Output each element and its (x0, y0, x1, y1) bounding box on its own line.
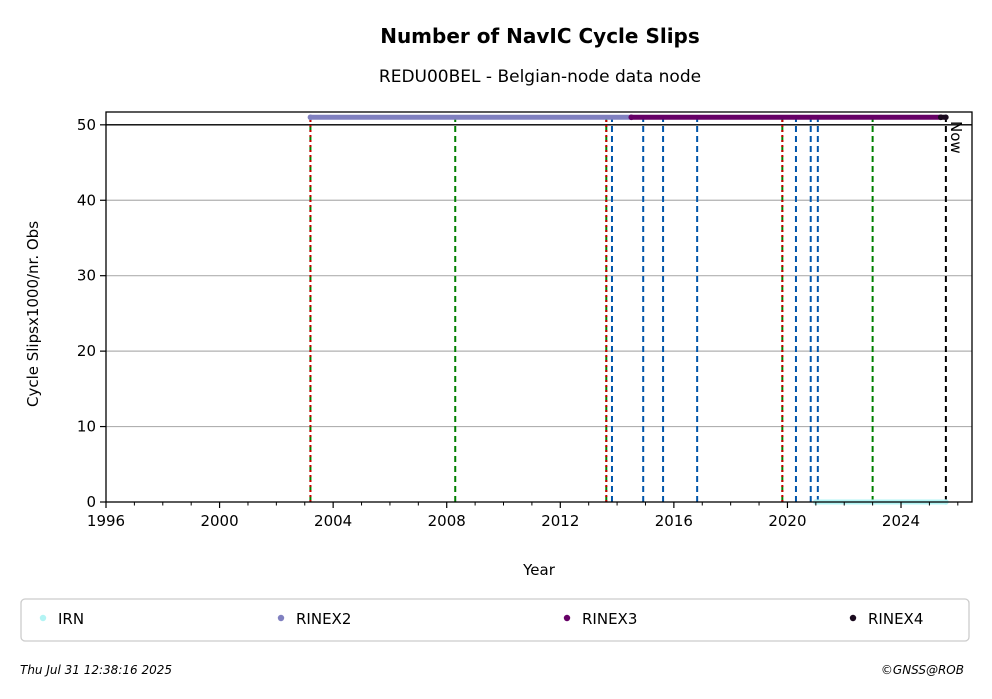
legend-marker (849, 614, 857, 622)
x-tick-label: 2004 (314, 512, 352, 530)
legend-marker (277, 614, 285, 622)
footer-credit: ©GNSS@ROB (881, 663, 964, 677)
legend-label: RINEX4 (868, 610, 923, 628)
series-point (943, 114, 949, 121)
legend-label: RINEX3 (582, 610, 637, 628)
plot-frame (105, 111, 973, 503)
y-tick-label: 0 (86, 493, 96, 511)
now-label: Now (947, 121, 965, 154)
x-tick-label: 2000 (200, 512, 238, 530)
y-tick-label: 20 (77, 342, 96, 360)
y-tick-label: 30 (77, 267, 96, 285)
grid-lines (106, 124, 972, 428)
x-tick-label: 2008 (428, 512, 466, 530)
legend: IRN RINEX2 RINEX3 RINEX4 (39, 610, 923, 628)
x-tick-label: 2020 (768, 512, 806, 530)
axis-ticks: 0 10 20 30 40 50 1996 2000 2004 2008 2012 2016 2020 2… (77, 116, 959, 530)
y-tick-label: 10 (77, 418, 96, 436)
legend-label: RINEX2 (296, 610, 351, 628)
x-tick-label: 2012 (541, 512, 579, 530)
chart-title: Number of NavIC Cycle Slips (380, 24, 700, 48)
x-tick-label: 2024 (882, 512, 920, 530)
series-point (937, 114, 944, 121)
y-axis-label: Cycle Slipsx1000/nr. Obs (24, 221, 42, 407)
series-point (628, 114, 635, 121)
legend-marker (39, 614, 47, 622)
x-axis-label: Year (522, 561, 556, 579)
legend-marker (563, 614, 571, 622)
data-series (307, 114, 949, 505)
legend-label: IRN (58, 610, 84, 628)
x-tick-label: 2016 (655, 512, 693, 530)
y-tick-label: 40 (77, 191, 96, 209)
series-point (307, 114, 314, 121)
x-tick-label: 1996 (87, 512, 125, 530)
event-lines (309, 112, 947, 502)
y-tick-label: 50 (77, 116, 96, 134)
footer-timestamp: Thu Jul 31 12:38:16 2025 (20, 663, 172, 677)
chart-subtitle: REDU00BEL - Belgian-node data node (379, 67, 701, 87)
legend-box (20, 598, 970, 642)
